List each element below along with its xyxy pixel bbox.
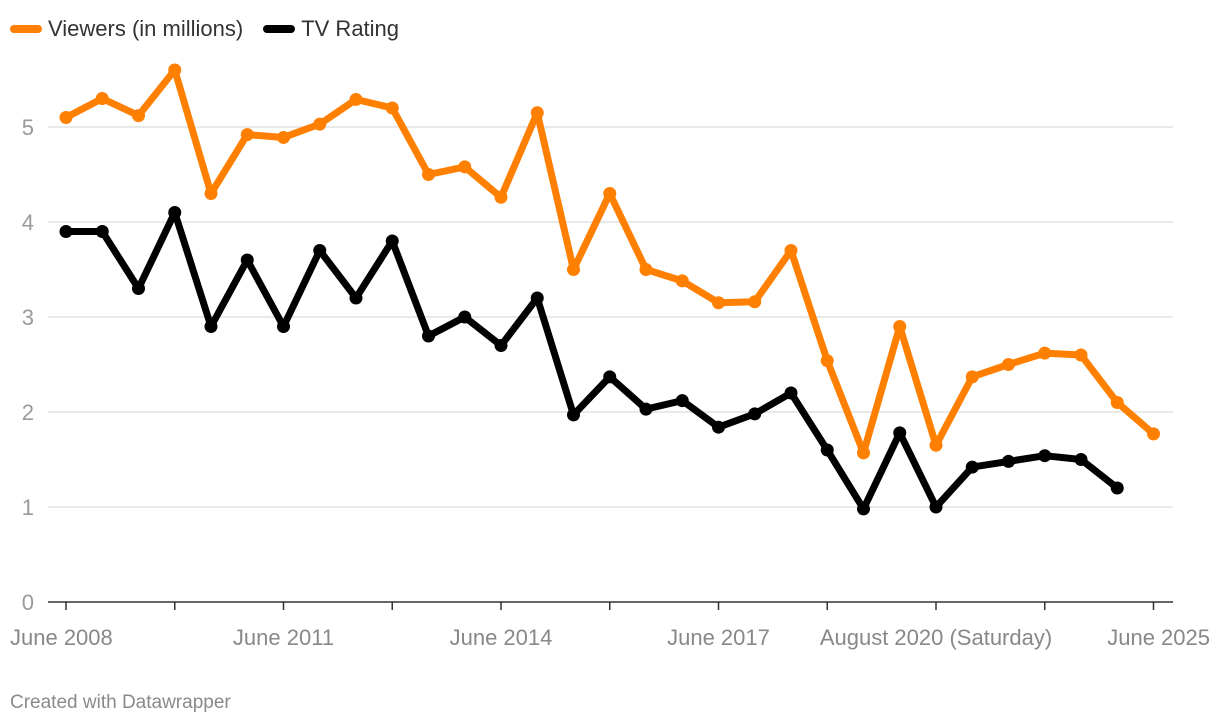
legend-item-tv-rating[interactable]: TV Rating xyxy=(263,16,399,42)
legend-label-tv-rating: TV Rating xyxy=(301,16,400,41)
series-1-point-24 xyxy=(929,500,943,514)
series-0-point-22 xyxy=(857,446,870,460)
y-tick-label-5: 5 xyxy=(22,115,34,140)
legend-item-viewers[interactable]: Viewers (in millions) xyxy=(10,16,243,42)
series-1-point-3 xyxy=(168,206,182,219)
footer-credit: Created with Datawrapper xyxy=(10,692,231,713)
series-1-point-13 xyxy=(530,291,544,305)
series-1-point-17 xyxy=(675,394,689,408)
series-0-point-4 xyxy=(204,187,218,200)
y-tick-label-4: 4 xyxy=(22,210,34,235)
series-0-point-1 xyxy=(95,92,109,105)
series-0-point-7 xyxy=(313,117,327,131)
series-line-1 xyxy=(62,209,1121,513)
series-0-point-16 xyxy=(639,263,653,276)
series-0-point-23 xyxy=(893,320,907,333)
series-0-point-26 xyxy=(1002,358,1015,371)
series-0-point-25 xyxy=(965,370,979,384)
series-0-point-19 xyxy=(748,295,762,309)
series-1-point-16 xyxy=(639,402,653,416)
legend: Viewers (in millions) TV Rating xyxy=(10,16,419,42)
x-tick-label-1: June 2011 xyxy=(233,625,334,650)
series-0-point-11 xyxy=(458,160,472,174)
series-0-point-2 xyxy=(132,109,145,123)
series-1-point-6 xyxy=(277,320,290,333)
series-1-point-1 xyxy=(95,225,109,238)
series-0-point-12 xyxy=(494,190,508,204)
series-1-point-0 xyxy=(59,225,73,238)
series-0-point-21 xyxy=(820,354,834,368)
x-tick-label-5: June 2025 xyxy=(1107,625,1210,650)
series-0-point-8 xyxy=(349,92,363,106)
series-1-point-18 xyxy=(712,420,725,434)
series-1-point-19 xyxy=(748,407,762,421)
x-tick-label-3: June 2017 xyxy=(667,625,770,650)
legend-swatch-viewers xyxy=(10,25,42,33)
series-0-point-0 xyxy=(59,111,73,124)
series-1-point-11 xyxy=(458,310,472,324)
legend-swatch-tv-rating xyxy=(263,25,296,33)
series-1-point-27 xyxy=(1038,449,1052,463)
series-0-point-29 xyxy=(1110,396,1124,409)
series-1-point-22 xyxy=(857,502,870,516)
series-1-point-8 xyxy=(349,291,363,305)
series-0-point-15 xyxy=(603,187,617,200)
series-0-point-24 xyxy=(929,438,943,452)
series-1-point-23 xyxy=(893,426,907,440)
series-0-point-14 xyxy=(567,263,580,276)
series-1-point-15 xyxy=(603,370,617,384)
series-0-point-13 xyxy=(530,106,544,120)
series-1-point-14 xyxy=(567,408,580,422)
series-0-point-18 xyxy=(712,296,725,310)
series-0-point-17 xyxy=(675,274,689,288)
y-tick-label-3: 3 xyxy=(22,305,34,330)
y-tick-label-2: 2 xyxy=(22,400,34,425)
series-1-point-5 xyxy=(240,253,254,267)
series-0-point-9 xyxy=(385,101,399,115)
series-0-point-27 xyxy=(1038,346,1052,360)
y-tick-label-1: 1 xyxy=(22,495,34,520)
series-1-point-12 xyxy=(494,339,508,352)
series-0-point-28 xyxy=(1074,348,1088,362)
series-1-point-20 xyxy=(784,386,798,400)
series-1-point-28 xyxy=(1074,453,1088,466)
y-tick-label-0: 0 xyxy=(22,590,34,615)
legend-label-viewers: Viewers (in millions) xyxy=(48,16,244,41)
series-0-point-6 xyxy=(277,130,290,144)
series-1-point-26 xyxy=(1002,454,1015,468)
x-tick-label-0: June 2008 xyxy=(10,625,113,650)
series-1-point-4 xyxy=(204,320,218,333)
series-1-point-7 xyxy=(313,244,327,257)
series-0-point-10 xyxy=(422,168,435,181)
series-0-point-30 xyxy=(1147,427,1160,441)
series-1-point-29 xyxy=(1110,481,1124,495)
x-tick-label-4: August 2020 (Saturday) xyxy=(820,625,1052,650)
series-1-point-25 xyxy=(965,460,979,474)
x-tick-label-2: June 2014 xyxy=(450,625,553,650)
series-0-point-20 xyxy=(784,244,798,257)
series-0-point-5 xyxy=(240,128,254,142)
series-1-point-10 xyxy=(422,329,435,343)
series-1-point-9 xyxy=(385,234,399,248)
series-0-point-3 xyxy=(168,63,182,77)
series-1-point-2 xyxy=(132,282,145,295)
series-1-point-21 xyxy=(820,443,834,457)
